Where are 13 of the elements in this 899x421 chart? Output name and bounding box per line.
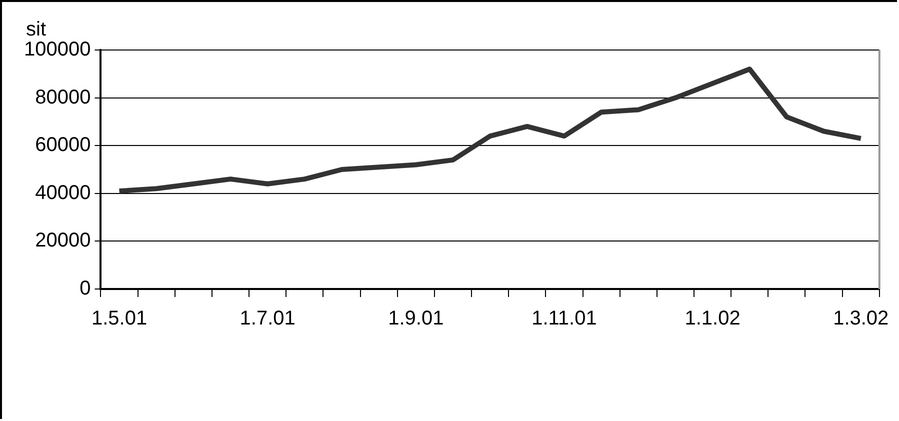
y-axis-title: sit bbox=[26, 18, 46, 41]
x-tick-label: 1.1.02 bbox=[684, 308, 740, 330]
x-tick-label: 1.7.01 bbox=[240, 308, 296, 330]
x-tick-label: 1.9.01 bbox=[388, 308, 444, 330]
y-tick-label: 0 bbox=[80, 278, 91, 300]
y-tick-label: 80000 bbox=[35, 86, 91, 108]
y-tick-label: 40000 bbox=[35, 182, 91, 204]
x-tick-label: 1.11.01 bbox=[532, 308, 597, 330]
x-tick-label: 1.3.02 bbox=[833, 308, 889, 330]
x-tick-label: 1.5.01 bbox=[91, 308, 148, 330]
y-tick-label: 20000 bbox=[35, 230, 91, 252]
y-tick-label: 100000 bbox=[24, 38, 91, 61]
y-tick-label: 60000 bbox=[35, 134, 91, 156]
